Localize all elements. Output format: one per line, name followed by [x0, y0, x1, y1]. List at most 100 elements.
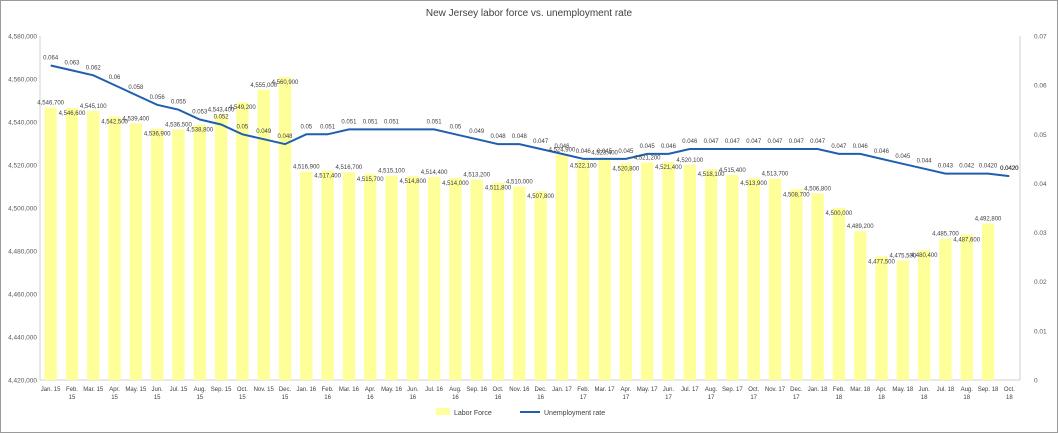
unemployment-data-label: 0.049 — [256, 129, 272, 135]
x-axis-tick-label: Jan. 15 — [41, 387, 61, 393]
labor-force-data-label: 4,513,900 — [740, 181, 767, 187]
labor-force-bar — [406, 176, 420, 380]
labor-force-bar — [193, 124, 206, 380]
labor-force-data-label: 4,513,700 — [762, 172, 789, 178]
labor-force-data-label: 4,510,000 — [506, 180, 533, 186]
x-axis-tick-label: Mar. 17 — [595, 387, 616, 393]
labor-force-data-label: 4,516,700 — [336, 165, 363, 171]
labor-force-data-label: 4,538,800 — [186, 128, 213, 134]
unemployment-data-label: 0.047 — [810, 139, 826, 145]
labor-force-data-label: 4,487,600 — [953, 238, 980, 244]
labor-force-data-label: 4,539,400 — [123, 116, 150, 122]
labor-force-data-label: 4,545,100 — [80, 104, 107, 110]
x-axis-tick-label: Aug. 15 — [194, 387, 207, 401]
x-axis-tick-label: Aug. 18 — [961, 387, 974, 401]
x-axis-tick-label: Feb. 18 — [833, 387, 845, 401]
unemployment-data-label: 0.05 — [300, 124, 312, 130]
unemployment-data-label: 0.045 — [895, 154, 911, 160]
unemployment-rate-line — [50, 64, 1010, 178]
right-axis-tick-label: 0.07 — [1034, 34, 1047, 41]
unemployment-data-label: 0.047 — [767, 139, 783, 145]
unemployment-data-label: 0.042 — [959, 164, 975, 170]
unemployment-data-label: 0.048 — [277, 134, 293, 140]
x-axis-tick-label: Apr. 16 — [365, 387, 376, 401]
x-axis-tick-label: Oct. 18 — [1004, 387, 1015, 401]
right-axis-tick-label: 0.01 — [1034, 328, 1047, 335]
x-axis-tick-label: Jul. 15 — [170, 387, 188, 393]
left-axis-tick-label: 4,500,000 — [8, 206, 37, 213]
x-axis-tick-label: Dec. 17 — [790, 387, 803, 401]
unemployment-data-label: 0.047 — [533, 139, 549, 145]
unemployment-data-label: 0.058 — [128, 85, 144, 91]
x-axis-tick-label: Jan. 16 — [296, 387, 316, 393]
labor-force-bar — [87, 111, 100, 380]
labor-force-data-label: 4,543,400 — [208, 108, 235, 114]
legend-label-unemployment-rate: Unemployment rate — [544, 410, 605, 417]
labor-force-data-label: 4,492,800 — [975, 216, 1002, 222]
labor-force-data-label: 4,523,400 — [591, 151, 618, 157]
labor-force-bar — [790, 189, 803, 380]
unemployment-data-label: 0.051 — [427, 119, 443, 125]
labor-force-data-label: 4,520,800 — [613, 166, 640, 172]
labor-force-bar — [875, 256, 888, 380]
labor-force-data-label: 4,514,400 — [421, 170, 448, 176]
x-axis-tick-label: May. 18 — [892, 387, 914, 393]
x-axis-tick-label: Nov. 15 — [254, 387, 275, 393]
labor-force-bar — [704, 169, 718, 380]
x-axis-tick-label: Oct. 16 — [493, 387, 504, 401]
unemployment-data-label: 0.0420 — [979, 164, 998, 170]
labor-force-bar — [619, 163, 633, 380]
x-axis-tick-label: Mar. 16 — [339, 387, 360, 393]
labor-force-bar — [321, 170, 334, 380]
labor-force-data-label: 4,549,200 — [229, 105, 256, 111]
labor-force-bar — [726, 174, 739, 380]
labor-force-bar — [236, 102, 249, 380]
labor-force-data-label: 4,516,900 — [293, 165, 320, 171]
x-axis-tick-label: Sep. 16 — [466, 387, 487, 393]
right-axis-tick-label: 0.02 — [1034, 279, 1047, 286]
x-axis-tick-label: Sep. 15 — [211, 387, 232, 393]
labor-force-data-label: 4,518,100 — [698, 172, 725, 178]
x-axis-tick-label: Dec. 16 — [534, 387, 547, 401]
unemployment-data-label: 0.043 — [938, 164, 954, 170]
labor-force-bar — [555, 154, 569, 380]
unemployment-data-label: 0.053 — [192, 110, 208, 116]
labor-force-bar — [214, 114, 228, 380]
legend-label-labor-force: Labor Force — [454, 410, 492, 417]
x-axis-tick-label: Apr. 15 — [109, 387, 120, 401]
labor-force-bar — [65, 107, 79, 380]
unemployment-data-label: 0.046 — [661, 144, 677, 150]
unemployment-data-label: 0.051 — [320, 124, 336, 130]
x-axis-tick-label: Jan. 18 — [808, 387, 828, 393]
labor-force-bar — [598, 157, 611, 380]
right-axis-tick-label: 0 — [1034, 378, 1038, 385]
labor-force-data-label: 4,500,000 — [826, 211, 853, 217]
left-axis-tick-label: 4,580,000 — [8, 34, 37, 41]
x-axis-tick-label: Feb. 15 — [66, 387, 78, 401]
unemployment-data-label: 0.05 — [450, 124, 462, 130]
labor-force-data-label: 4,522,100 — [570, 163, 597, 169]
unemployment-data-label: 0.046 — [554, 144, 570, 150]
labor-force-data-label: 4,517,400 — [314, 174, 341, 180]
labor-force-bar — [640, 162, 654, 380]
chart-title: New Jersey labor force vs. unemployment … — [425, 8, 633, 19]
labor-force-bar — [491, 182, 505, 380]
labor-force-data-label: 4,515,400 — [719, 168, 746, 174]
unemployment-data-label: 0.047 — [831, 144, 847, 150]
x-axis-tick-label: Jun. 16 — [407, 387, 419, 401]
unemployment-data-label: 0.046 — [874, 149, 890, 155]
x-axis-tick-label: Dec. 15 — [279, 387, 292, 401]
left-axis-tick-label: 4,540,000 — [8, 120, 37, 127]
left-axis-tick-label: 4,420,000 — [8, 378, 37, 385]
labor-force-bar — [534, 191, 547, 380]
left-axis-tick-label: 4,520,000 — [8, 163, 37, 170]
unemployment-data-label: 0.049 — [469, 129, 485, 135]
unemployment-data-label: 0.045 — [640, 144, 656, 150]
labor-force-data-label: 4,508,700 — [783, 192, 810, 198]
x-axis-tick-label: May. 17 — [637, 387, 659, 393]
left-axis-tick-label: 4,440,000 — [8, 335, 37, 342]
labor-force-data-label: 4,524,900 — [549, 147, 576, 153]
labor-force-bar — [960, 234, 973, 380]
labor-force-data-label: 4,489,200 — [847, 224, 874, 230]
